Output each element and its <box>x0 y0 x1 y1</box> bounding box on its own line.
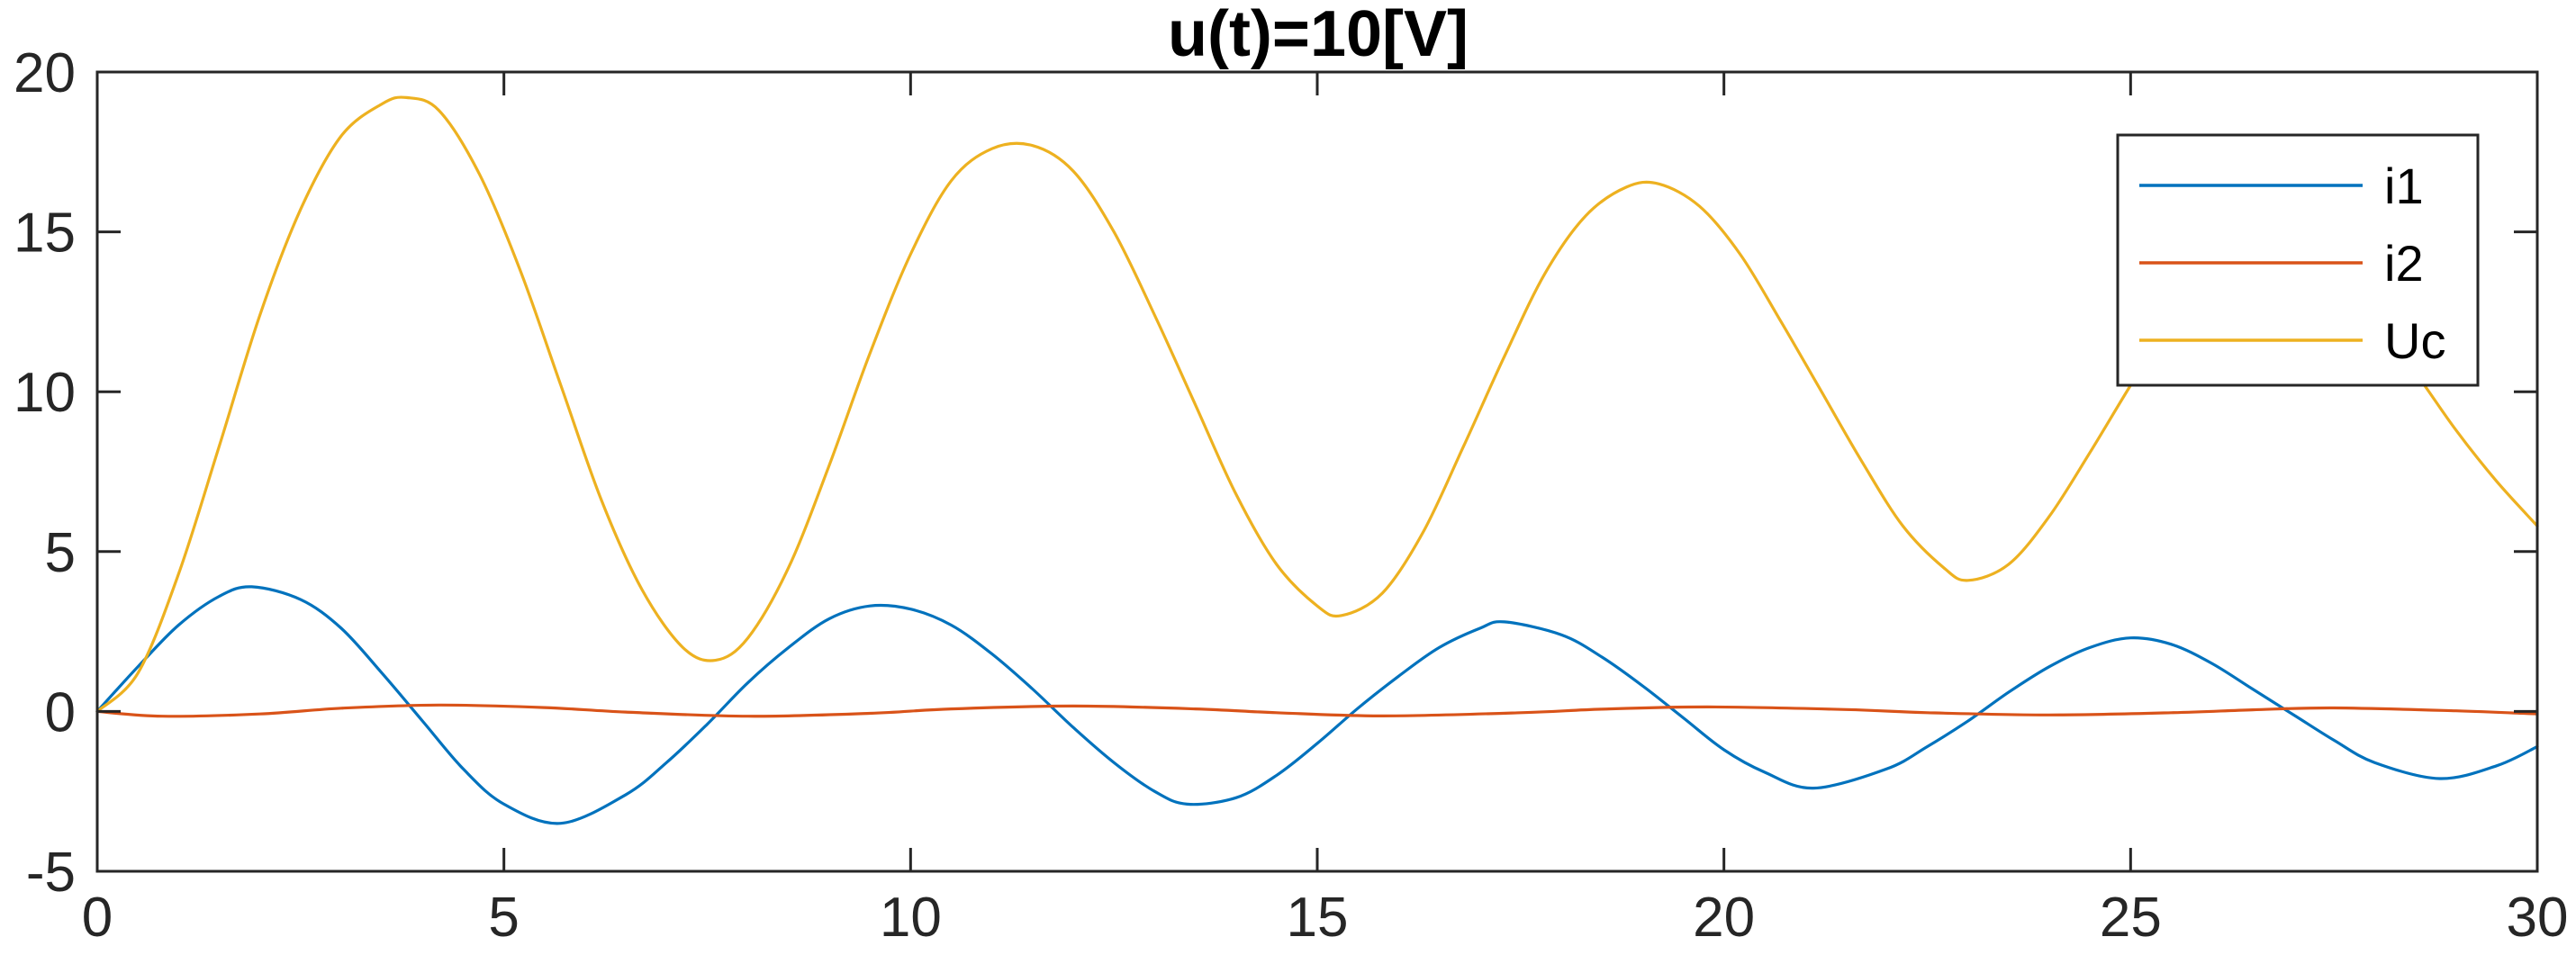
x-tick-label: 25 <box>2100 887 2162 949</box>
y-tick-label: 0 <box>45 681 76 743</box>
y-tick-label: -5 <box>26 842 76 904</box>
chart-title: u(t)=10[V] <box>1168 0 1469 70</box>
series-line-i2 <box>95 703 2539 718</box>
legend-box <box>2116 133 2480 387</box>
y-tick-label: 5 <box>45 522 76 584</box>
series-line-i1 <box>95 585 2539 825</box>
series-line-Uc <box>95 95 2539 713</box>
x-tick-label: 30 <box>2507 887 2569 949</box>
x-tick-label: 15 <box>1287 887 1349 949</box>
x-tick-label: 20 <box>1693 887 1755 949</box>
x-tick-label: 0 <box>82 887 113 949</box>
legend-label-i1: i1 <box>2384 158 2424 214</box>
legend-label-Uc: Uc <box>2384 312 2445 369</box>
y-tick-label: 15 <box>14 203 76 265</box>
x-tick-label: 5 <box>488 887 519 949</box>
x-tick-label: 10 <box>880 887 942 949</box>
y-tick-label: 10 <box>14 362 76 424</box>
series-layer <box>95 95 2539 825</box>
y-tick-label: 20 <box>14 42 76 104</box>
legend: i1 i2 Uc <box>2116 133 2480 387</box>
legend-label-i2: i2 <box>2384 235 2424 292</box>
